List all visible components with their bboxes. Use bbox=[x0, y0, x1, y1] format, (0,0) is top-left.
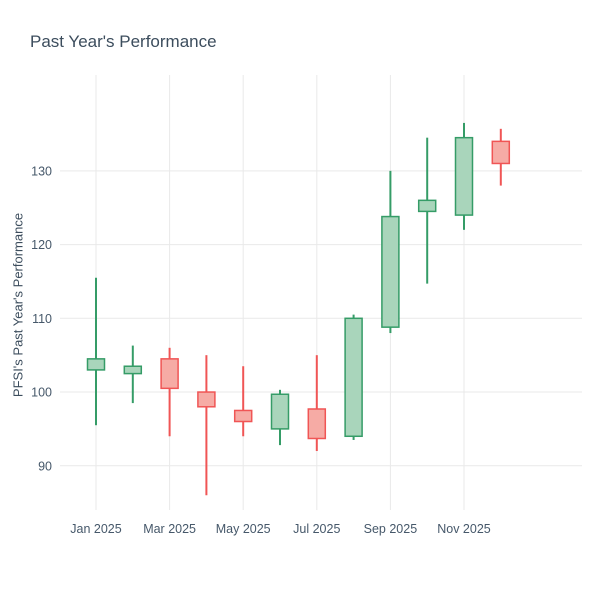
y-tick-label: 120 bbox=[31, 238, 52, 252]
candle-increasing bbox=[417, 199, 437, 213]
y-tick-label: 130 bbox=[31, 164, 52, 178]
y-axis-title: PFSI's Past Year's Performance bbox=[10, 212, 26, 398]
x-tick-label: Nov 2025 bbox=[437, 522, 491, 536]
y-tick-label: 90 bbox=[38, 459, 52, 473]
x-tick-label: Jan 2025 bbox=[70, 522, 121, 536]
candle-decreasing bbox=[307, 408, 327, 440]
candle-decreasing bbox=[160, 358, 179, 390]
y-tick-label: 110 bbox=[32, 312, 52, 326]
candle-decreasing bbox=[491, 140, 511, 165]
x-tick-label: May 2025 bbox=[216, 522, 271, 536]
candle-decreasing bbox=[233, 409, 253, 423]
x-tick-label: Jul 2025 bbox=[293, 522, 340, 536]
candle-increasing bbox=[123, 365, 143, 375]
candle-increasing bbox=[86, 358, 106, 371]
x-tick-label: Sep 2025 bbox=[364, 522, 418, 536]
candle-increasing bbox=[344, 317, 363, 438]
x-tick-label: Mar 2025 bbox=[143, 522, 196, 536]
candle-decreasing bbox=[197, 391, 216, 408]
y-tick-label: 100 bbox=[31, 386, 52, 400]
candle-increasing bbox=[454, 136, 474, 216]
candle-increasing bbox=[381, 215, 400, 328]
chart-title: Past Year's Performance bbox=[30, 32, 217, 51]
candle-increasing bbox=[270, 393, 290, 430]
